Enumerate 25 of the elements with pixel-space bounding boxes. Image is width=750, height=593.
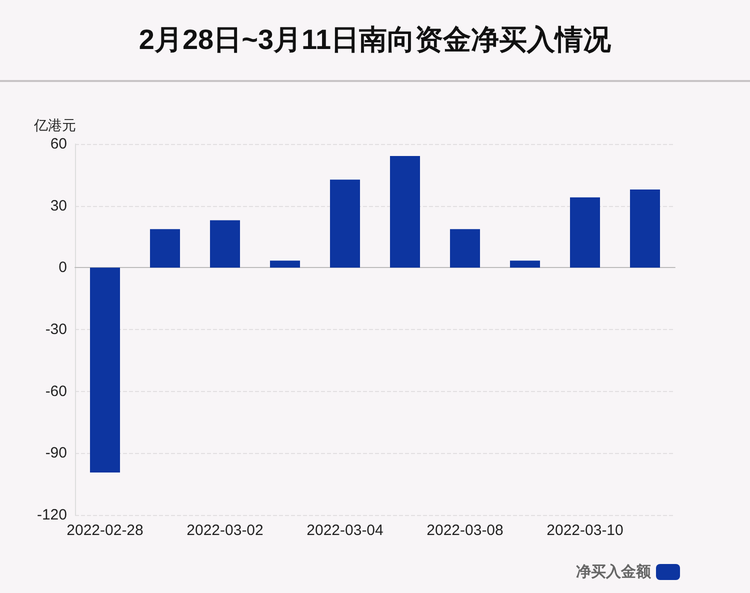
x-tick-label: 2022-03-02 — [186, 522, 264, 539]
bar — [630, 190, 660, 268]
y-tick-label: -30 — [45, 321, 67, 338]
x-tick-label: 2022-03-08 — [426, 522, 504, 539]
legend-label: 净买入金额 — [576, 562, 652, 580]
bar — [390, 156, 420, 268]
bar — [90, 268, 120, 473]
y-tick-label: 30 — [50, 197, 67, 214]
bar — [450, 229, 480, 268]
bar — [210, 220, 240, 268]
y-tick-label: -60 — [45, 382, 67, 400]
y-tick-label: -120 — [36, 506, 67, 524]
y-tick-label: 60 — [50, 136, 67, 152]
bar — [150, 229, 180, 268]
bar — [570, 197, 600, 268]
x-tick-label: 2022-03-10 — [546, 522, 624, 539]
bar — [330, 180, 360, 268]
bar — [270, 260, 300, 268]
x-tick-label: 2022-03-04 — [306, 522, 384, 539]
y-tick-label: 0 — [58, 259, 67, 276]
chart-title: 2月28日~3月11日南向资金净买入情况 — [0, 0, 750, 82]
y-tick-label: -90 — [45, 444, 67, 462]
y-axis-title: 亿港元 — [33, 117, 76, 133]
x-tick-label: 2022-02-28 — [66, 522, 144, 539]
bar — [510, 260, 540, 268]
